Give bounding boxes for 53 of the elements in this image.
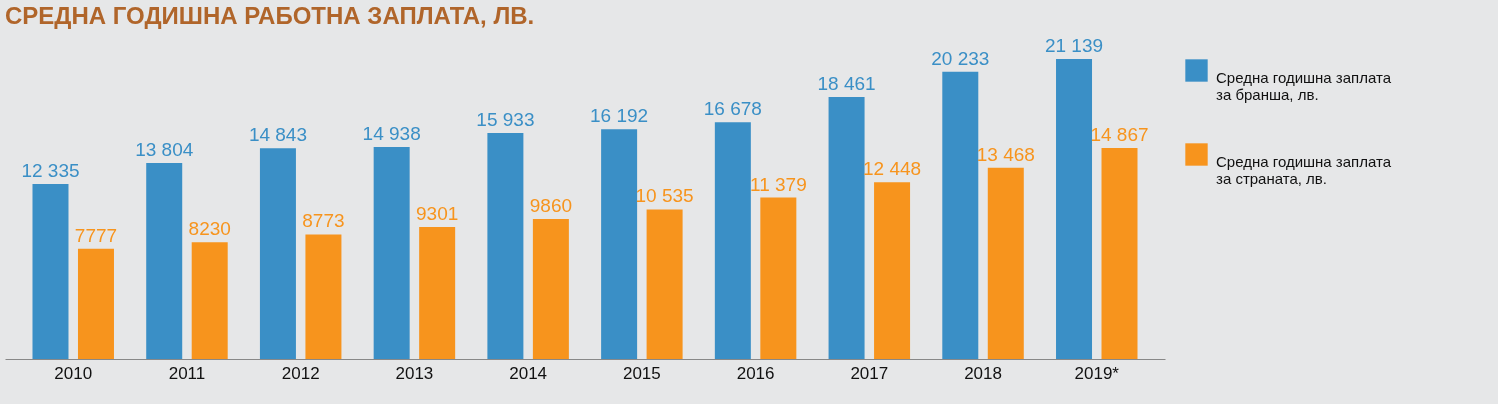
data-label: 14 867 — [1090, 124, 1149, 146]
data-label: 16 192 — [590, 105, 649, 127]
data-label: 16 678 — [703, 98, 762, 120]
x-tick-label: 2014 — [509, 363, 548, 383]
data-label: 10 535 — [635, 185, 694, 207]
data-label: 15 933 — [476, 108, 535, 130]
bar — [146, 163, 183, 359]
data-label: 13 468 — [976, 143, 1035, 165]
x-tick-label: 2016 — [736, 363, 775, 383]
chart-title: СРЕДНА ГОДИШНА РАБОТНА ЗАПЛАТА, ЛВ. — [5, 2, 535, 29]
data-label: 21 139 — [1044, 35, 1104, 56]
bar — [1056, 59, 1093, 359]
x-tick-label: 2018 — [964, 363, 1002, 383]
data-label: 18 461 — [817, 73, 876, 95]
x-tick-label: 2013 — [395, 363, 434, 383]
x-tick-label: 2015 — [622, 363, 661, 383]
bar — [373, 147, 410, 359]
bar — [760, 197, 797, 359]
bar — [305, 234, 342, 359]
legend-label: Средна годишна заплата за страната, лв. — [1216, 152, 1392, 187]
bar — [601, 129, 638, 359]
bar — [191, 242, 228, 359]
bar — [828, 97, 865, 359]
data-label: 9860 — [529, 195, 573, 217]
bar — [77, 248, 114, 359]
data-label: 14 938 — [362, 123, 421, 144]
bar — [942, 71, 979, 359]
data-label: 12 335 — [21, 159, 80, 181]
data-label: 13 804 — [135, 139, 194, 161]
bar — [532, 219, 569, 359]
bar — [1101, 148, 1138, 359]
data-label: 9301 — [416, 203, 459, 224]
data-label: 7777 — [74, 224, 118, 246]
bar — [714, 122, 751, 359]
data-label: 8230 — [188, 218, 231, 240]
data-label: 11 379 — [749, 173, 807, 195]
bar — [646, 209, 683, 359]
data-label: 14 843 — [248, 124, 307, 146]
bar — [487, 132, 524, 359]
x-tick-label: 2017 — [850, 363, 889, 383]
bar — [874, 182, 911, 359]
bar — [259, 148, 296, 359]
legend-label: Средна годишна заплата за бранша, лв. — [1216, 68, 1392, 103]
data-label: 8773 — [302, 210, 345, 232]
bar — [32, 183, 69, 359]
x-tick-label: 2010 — [54, 363, 93, 383]
x-tick-label: 2019* — [1074, 363, 1120, 383]
data-label: 12 448 — [863, 158, 922, 180]
data-label: 20 233 — [931, 47, 990, 69]
x-tick-label: 2012 — [281, 363, 320, 383]
bar — [987, 167, 1024, 359]
bar — [419, 227, 456, 359]
x-tick-label: 2011 — [168, 363, 206, 383]
